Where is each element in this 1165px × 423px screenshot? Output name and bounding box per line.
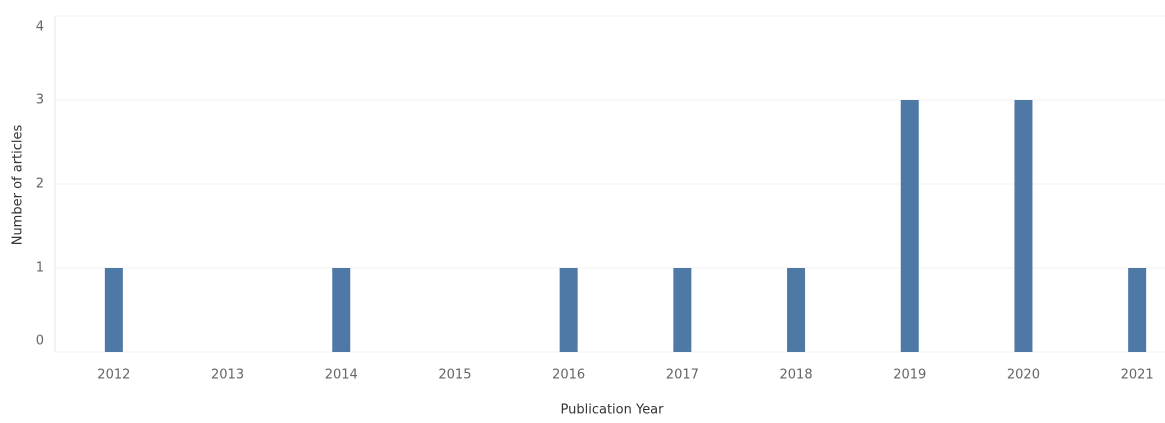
bar [1128,268,1147,352]
y-axis-title: Number of articles [11,124,26,245]
x-tick-label: 2016 [552,368,585,383]
y-tick-label: 1 [36,261,44,276]
x-axis-title: Publication Year [561,403,665,418]
x-tick-label: 2018 [780,368,813,383]
x-tick-label: 2015 [438,368,471,383]
y-tick-label: 0 [36,334,44,349]
x-tick-label: 2014 [325,368,358,383]
bar [104,268,123,352]
bar [559,268,578,352]
x-tick-label: 2021 [1121,368,1154,383]
bar [787,268,806,352]
x-tick-label: 2017 [666,368,699,383]
bar [1014,100,1033,352]
y-tick-label: 2 [36,177,44,192]
bar [332,268,351,352]
x-tick-label: 2012 [97,368,130,383]
bar [673,268,692,352]
y-tick-label: 4 [36,20,44,35]
bar [900,100,919,352]
x-tick-label: 2020 [1007,368,1040,383]
y-tick-label: 3 [36,93,44,108]
x-tick-label: 2013 [211,368,244,383]
x-tick-label: 2019 [893,368,926,383]
